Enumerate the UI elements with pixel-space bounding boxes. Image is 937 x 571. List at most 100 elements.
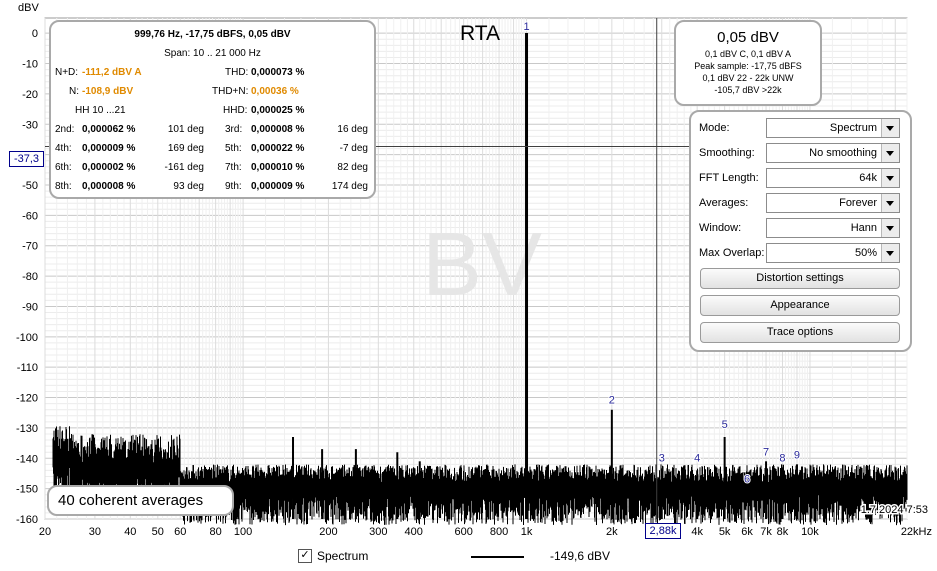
y-tick-label: -130 — [16, 423, 38, 435]
harmonic-label: 3rd: — [225, 124, 243, 135]
y-tick-label: -50 — [22, 180, 38, 192]
y-tick-label: -60 — [22, 210, 38, 222]
chevron-down-icon[interactable] — [881, 119, 899, 137]
x-tick-label: 60 — [174, 526, 186, 538]
y-tick-label: -120 — [16, 393, 38, 405]
y-axis-ticks: 0-10-20-30-40-50-60-70-80-90-100-110-120… — [16, 28, 38, 526]
harmonic-label: 4th: — [55, 143, 72, 154]
level-panel: 0,05 dBV 0,1 dBV C, 0,1 dBV A Peak sampl… — [674, 20, 822, 106]
appearance-button[interactable]: Appearance — [700, 295, 900, 316]
averages-value: Forever — [839, 197, 877, 209]
harmonic-value: 0,000062 % — [82, 124, 136, 135]
mode-label: Mode: — [699, 122, 730, 134]
max-overlap-select[interactable]: 50% — [766, 243, 900, 263]
x-tick-label: 300 — [369, 526, 387, 538]
hhd-value: 0,000025 % — [251, 105, 305, 116]
x-tick-label: 8k — [777, 526, 789, 538]
level-unweighted: 0,1 dBV 22 - 22k UNW — [702, 73, 794, 83]
stats-header-2: Span: 10 .. 21 000 Hz — [164, 48, 261, 59]
x-tick-label: 30 — [89, 526, 101, 538]
chevron-down-icon[interactable] — [881, 169, 899, 187]
harmonic-marker-label: 4 — [694, 452, 700, 464]
x-tick-label: 40 — [124, 526, 136, 538]
harmonic-phase: -7 deg — [339, 143, 368, 154]
x-tick-label: 4k — [691, 526, 703, 538]
smoothing-select[interactable]: No smoothing — [766, 143, 900, 163]
thd-label: THD: — [225, 67, 249, 78]
window-label: Window: — [699, 222, 742, 234]
averages-badge: 40 coherent averages — [47, 485, 234, 516]
level-above-22k: -105,7 dBV >22k — [714, 85, 782, 95]
chevron-down-icon[interactable] — [881, 194, 899, 212]
x-tick-label: 100 — [234, 526, 252, 538]
y-tick-label: -100 — [16, 332, 38, 344]
harmonic-marker-label: 1 — [523, 21, 529, 33]
distortion-settings-button[interactable]: Distortion settings — [700, 268, 900, 289]
hhd-label: HHD: — [223, 105, 248, 116]
harmonic-marker-label: 9 — [794, 449, 800, 461]
x-tick-label: 20 — [39, 526, 51, 538]
chevron-down-icon[interactable] — [881, 144, 899, 162]
timestamp: 1.7.2024 7:53 — [861, 504, 928, 516]
x-tick-label: 50 — [152, 526, 164, 538]
y-tick-label: -110 — [17, 362, 38, 374]
x-tick-label: 600 — [454, 526, 472, 538]
y-tick-label: -90 — [22, 301, 38, 313]
max-overlap-value: 50% — [854, 247, 877, 259]
chevron-down-icon[interactable] — [881, 244, 899, 262]
harmonic-marker-label: 6 — [744, 474, 750, 486]
watermark: BV — [422, 215, 542, 315]
legend-value: -149,6 dBV — [550, 549, 611, 563]
harmonic-phase: 93 deg — [173, 181, 204, 192]
x-tick-label: 80 — [210, 526, 222, 538]
trace-options-button[interactable]: Trace options — [700, 322, 900, 343]
harmonic-label: 5th: — [225, 143, 242, 154]
x-tick-label: 6k — [741, 526, 753, 538]
window-select[interactable]: Hann — [766, 218, 900, 238]
y-tick-label: 0 — [32, 28, 38, 40]
n-label: N: — [69, 86, 79, 97]
y-tick-label: -10 — [22, 59, 38, 71]
x-tick-label: 200 — [319, 526, 337, 538]
y-tick-label: -70 — [22, 241, 38, 253]
harmonic-label: 6th: — [55, 162, 72, 173]
harmonic-phase: 16 deg — [337, 124, 368, 135]
thd-value: 0,000073 % — [251, 67, 305, 78]
window-value: Hann — [850, 222, 877, 234]
harmonic-value: 0,000009 % — [251, 181, 305, 192]
harmonic-marker-label: 8 — [779, 452, 785, 464]
x-tick-label: 800 — [490, 526, 508, 538]
mode-select[interactable]: Spectrum — [766, 118, 900, 138]
max-overlap-label: Max Overlap: — [699, 247, 765, 259]
harmonic-marker-label: 2 — [609, 395, 615, 407]
averages-label: Averages: — [699, 197, 749, 209]
distortion-stats-panel: 999,76 Hz, -17,75 dBFS, 0,05 dBV Span: 1… — [49, 20, 376, 199]
smoothing-value: No smoothing — [809, 147, 877, 159]
harmonic-value: 0,000002 % — [82, 162, 136, 173]
harmonic-label: 9th: — [225, 181, 242, 192]
harmonic-value: 0,000009 % — [82, 143, 136, 154]
harmonic-phase: -161 deg — [164, 162, 204, 173]
harmonic-phase: 174 deg — [331, 181, 368, 192]
chevron-down-icon[interactable] — [881, 219, 899, 237]
y-tick-label: -20 — [22, 89, 38, 101]
stats-header-1: 999,76 Hz, -17,75 dBFS, 0,05 dBV — [134, 29, 291, 40]
y-tick-label: -160 — [16, 514, 38, 526]
cursor-x-readout: 2,88k — [645, 523, 681, 539]
legend-series-name: Spectrum — [317, 549, 369, 563]
harmonic-value: 0,000008 % — [82, 181, 136, 192]
level-peak-sample: Peak sample: -17,75 dBFS — [694, 61, 802, 71]
level-weighted: 0,1 dBV C, 0,1 dBV A — [704, 49, 792, 59]
y-axis-label: dBV — [18, 2, 39, 14]
legend-line-swatch — [471, 556, 524, 558]
averages-select[interactable]: Forever — [766, 193, 900, 213]
harmonic-marker-label: 7 — [763, 446, 769, 458]
mode-value: Spectrum — [829, 122, 877, 134]
low-frequency-hum — [61, 455, 180, 481]
legend-checkbox[interactable]: ✓ — [298, 549, 312, 563]
n-value: -108,9 dBV — [82, 86, 134, 97]
harmonic-phase: 101 deg — [167, 124, 204, 135]
thdn-value: 0,00036 % — [251, 86, 299, 97]
x-tick-label: 7k — [760, 526, 772, 538]
fft-length-select[interactable]: 64k — [766, 168, 900, 188]
